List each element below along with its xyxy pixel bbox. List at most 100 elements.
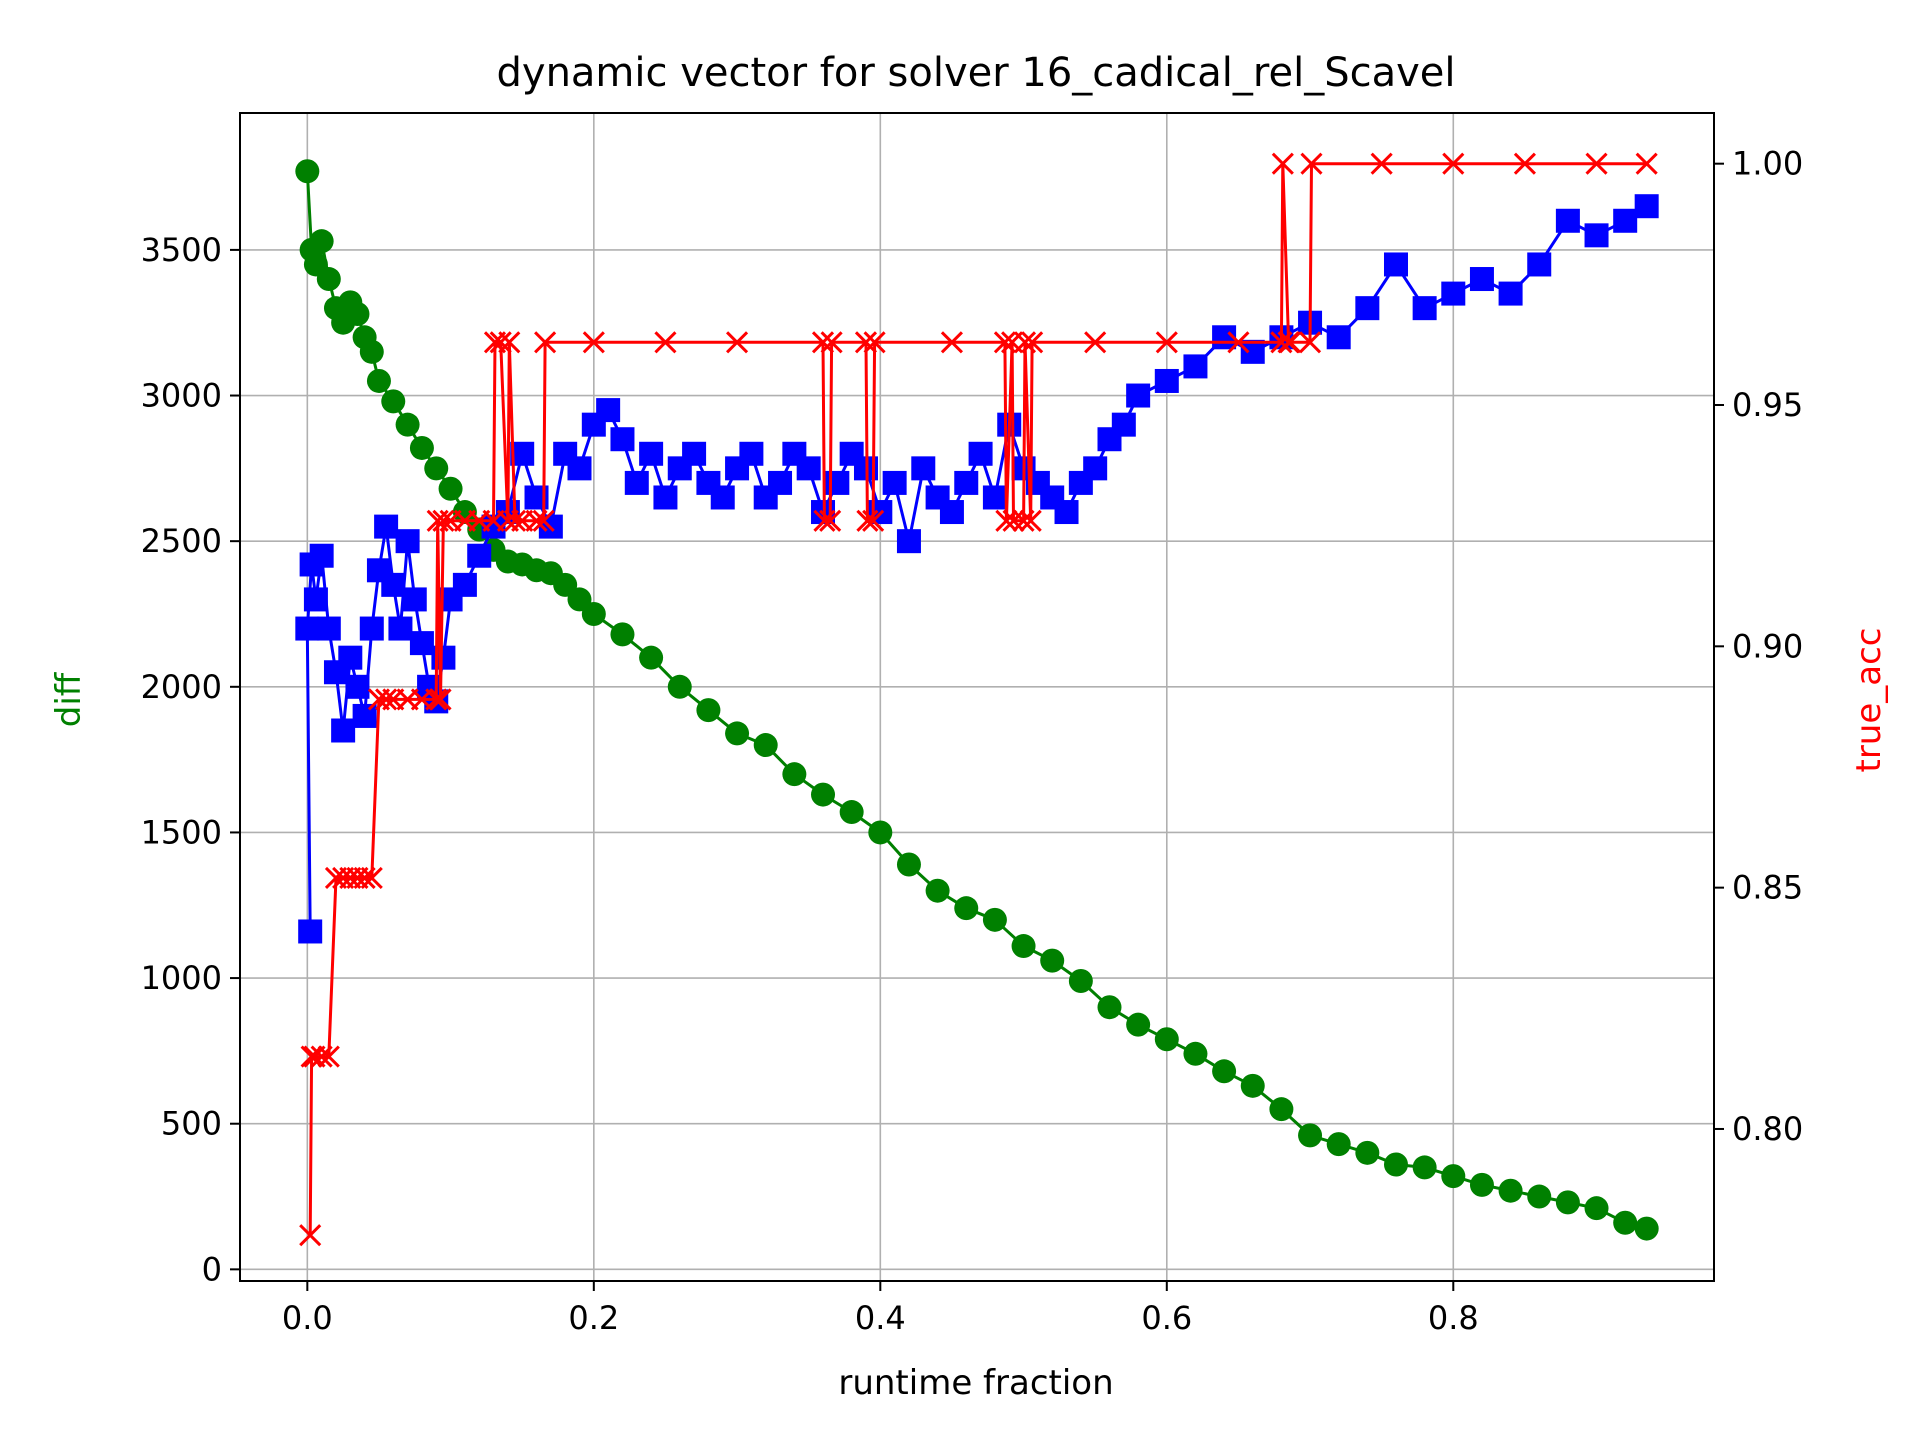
data-point — [995, 509, 1018, 532]
data-point — [1555, 1190, 1580, 1215]
data-point — [1300, 152, 1323, 175]
data-point — [925, 878, 950, 903]
data-point — [331, 718, 356, 743]
data-point — [316, 616, 341, 641]
data-point — [1585, 152, 1608, 175]
data-point — [782, 762, 807, 787]
data-point — [1278, 331, 1302, 354]
data-point — [353, 866, 376, 890]
data-point — [567, 456, 592, 481]
data-point — [1011, 934, 1036, 959]
data-point — [939, 500, 964, 525]
data-point — [1271, 152, 1294, 175]
data-point — [1154, 1027, 1179, 1052]
y-axis-label-right: true_acc — [1849, 628, 1889, 773]
data-point — [1326, 325, 1351, 350]
data-point — [581, 601, 606, 626]
data-point — [582, 331, 605, 354]
data-point — [1269, 1097, 1294, 1122]
data-point — [1040, 948, 1065, 973]
data-point — [1355, 1140, 1380, 1165]
data-point — [654, 331, 677, 354]
data-point — [1513, 152, 1536, 175]
data-point — [452, 500, 477, 525]
data-point — [402, 587, 427, 612]
data-point — [395, 412, 420, 437]
data-point — [726, 331, 749, 354]
data-point — [911, 456, 936, 481]
data-point — [1412, 1155, 1437, 1180]
data-point — [1527, 1184, 1552, 1209]
data-point — [1083, 456, 1108, 481]
data-point — [1002, 509, 1025, 532]
data-point — [896, 529, 921, 554]
data-point — [409, 435, 434, 460]
data-point — [359, 616, 384, 641]
data-point — [1270, 331, 1293, 354]
data-point — [303, 587, 328, 612]
data-point — [1012, 509, 1035, 532]
data-point — [429, 688, 452, 711]
data-point — [1240, 339, 1265, 364]
data-point — [317, 1045, 340, 1068]
data-point — [395, 529, 420, 554]
data-point — [940, 331, 963, 354]
data-point — [1126, 1012, 1151, 1037]
x-tick-label: 0.6 — [1141, 1299, 1192, 1337]
data-point — [1370, 152, 1393, 175]
data-point — [1441, 281, 1466, 306]
data-point — [1111, 412, 1136, 437]
data-point — [295, 616, 320, 641]
x-tick-label: 0.8 — [1428, 1299, 1479, 1337]
data-point — [295, 159, 320, 184]
y-tick-label-right: 1.00 — [1732, 145, 1803, 183]
data-point — [525, 509, 548, 532]
data-point — [1021, 331, 1044, 354]
data-point — [1355, 296, 1380, 321]
y-tick-label-left: 500 — [161, 1105, 222, 1143]
y-tick-label-left: 0 — [202, 1250, 222, 1288]
data-point — [682, 441, 707, 466]
data-point — [298, 919, 323, 944]
data-point — [882, 470, 907, 495]
data-point — [375, 688, 398, 711]
data-point — [1498, 281, 1523, 306]
data-point — [1527, 252, 1552, 277]
data-point — [610, 427, 635, 452]
data-point — [309, 229, 334, 254]
data-point — [954, 896, 979, 921]
data-point — [1383, 252, 1408, 277]
data-point — [534, 331, 557, 354]
data-point — [739, 441, 764, 466]
data-point — [1584, 223, 1609, 248]
data-point — [1227, 331, 1250, 354]
data-point — [1013, 331, 1037, 354]
data-point — [1097, 995, 1122, 1020]
data-point — [1154, 368, 1179, 393]
data-point — [639, 645, 664, 670]
data-point — [811, 331, 835, 354]
data-point — [510, 441, 535, 466]
data-point — [1555, 208, 1580, 233]
y-tick-label-right: 0.85 — [1732, 869, 1803, 907]
series-2 — [299, 152, 1658, 1247]
data-point — [813, 509, 836, 532]
data-point — [653, 485, 678, 510]
y-axis-label-left: diff — [49, 671, 89, 727]
data-point — [316, 267, 341, 292]
data-point — [424, 456, 449, 481]
plot-frame — [239, 112, 1715, 1282]
grid — [240, 113, 1714, 1281]
x-tick-label: 0.2 — [568, 1299, 619, 1337]
ticks: 0.0 0.2 0.4 0.6 0.80500100015002000250030003… — [141, 145, 1804, 1337]
data-point — [1442, 152, 1465, 175]
data-point — [489, 331, 512, 354]
data-point — [1068, 968, 1093, 993]
series-1 — [295, 194, 1659, 944]
data-point — [1212, 1059, 1237, 1084]
data-point — [639, 441, 664, 466]
data-point — [352, 703, 377, 728]
series-0 — [295, 159, 1659, 1241]
data-point — [624, 470, 649, 495]
